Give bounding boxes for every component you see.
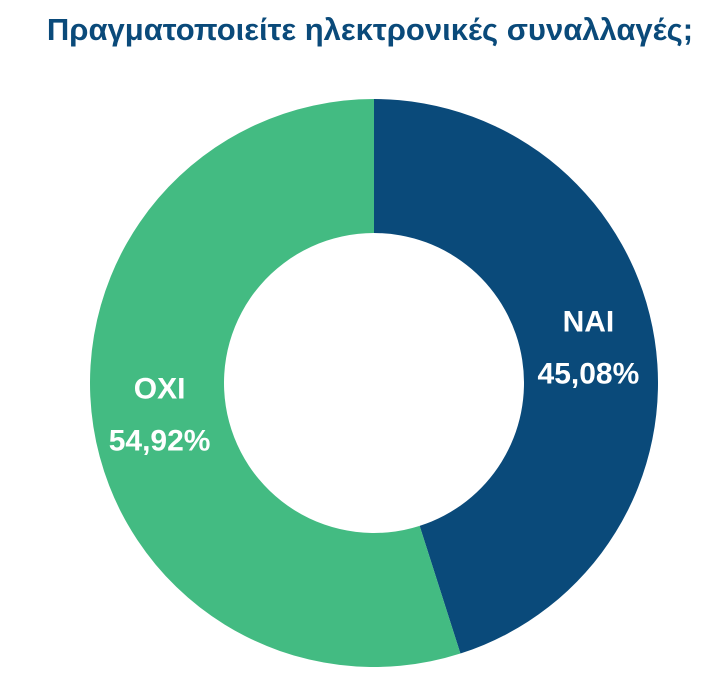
value-label: 45,08%	[538, 358, 640, 391]
slice-label: ΝΑΙ	[563, 306, 615, 339]
value-label: 54,92%	[109, 424, 211, 457]
chart-title: Πραγματοποιείτε ηλεκτρονικές συναλλαγές;	[47, 12, 693, 47]
donut-slice	[89, 99, 461, 667]
slice-label: ΟΧΙ	[134, 372, 186, 405]
donut-slice	[374, 99, 658, 654]
